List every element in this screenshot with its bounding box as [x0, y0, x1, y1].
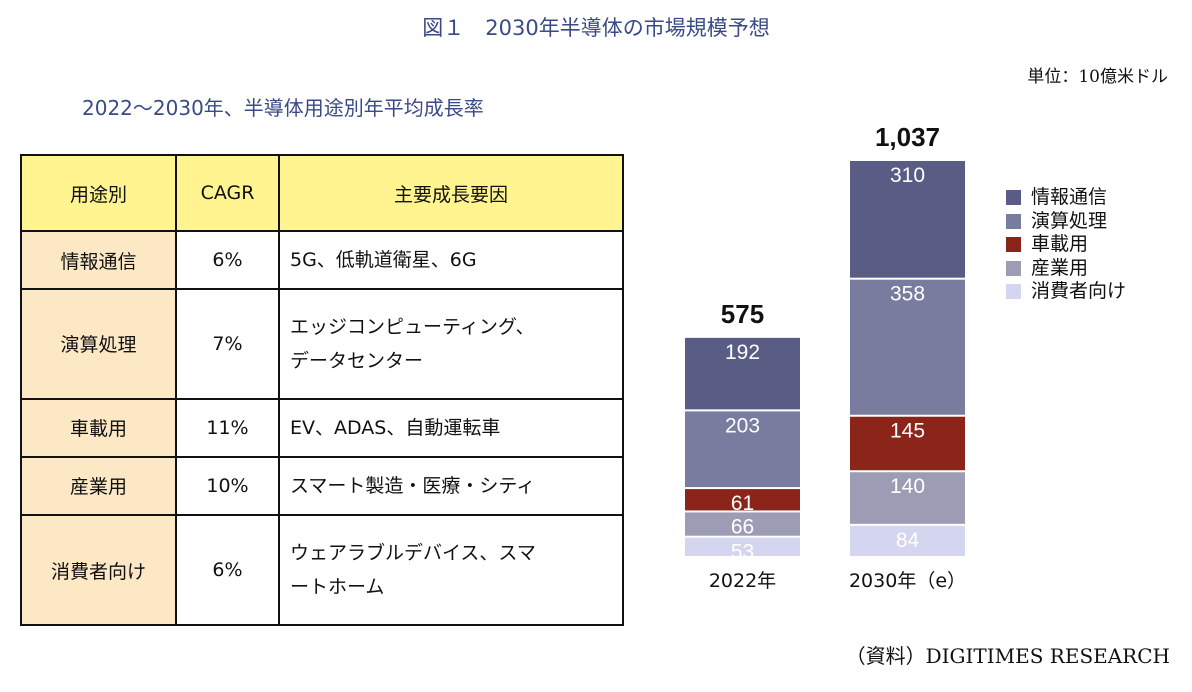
segment-value-label: 53: [731, 541, 754, 564]
figure-title: 図１ 2030年半導体の市場規模予想: [422, 16, 770, 40]
table-title: 2022〜2030年、半導体用途別年平均成長率: [82, 96, 484, 120]
segment-value-label: 61: [731, 492, 754, 515]
bar-segment: [850, 416, 965, 471]
legend-item: 産業用: [1006, 257, 1126, 281]
factor-line: EV、ADAS、自動運転車: [290, 416, 501, 439]
segment-value-label: 203: [725, 414, 760, 437]
legend-item: 演算処理: [1006, 210, 1126, 234]
legend-label: 車載用: [1031, 233, 1089, 255]
table-row: 演算処理 7% エッジコンピューティング、 データセンター: [20, 288, 624, 400]
table-row: 車載用 11% EV、ADAS、自動運転車: [20, 397, 624, 458]
source-note: （資料）DIGITIMES RESEARCH: [845, 644, 1170, 668]
factor-line: ートホーム: [290, 576, 385, 598]
factor-line: エッジコンピューティング、: [290, 315, 535, 338]
bar-segment: [850, 161, 965, 278]
cagr-cell: 11%: [175, 397, 280, 458]
chart-legend: 情報通信 演算処理 車載用 産業用 消費者向け: [1006, 186, 1126, 304]
legend-label: 情報通信: [1031, 186, 1108, 208]
factor-cell: EV、ADAS、自動運転車: [278, 397, 624, 458]
legend-label: 産業用: [1031, 256, 1089, 279]
legend-item: 車載用: [1006, 233, 1126, 257]
bar-segment: [685, 337, 800, 410]
segment-value-label: 145: [890, 420, 925, 443]
segment-value-label: 310: [890, 164, 925, 187]
segment-value-label: 66: [731, 515, 754, 538]
bar-segment: [685, 411, 800, 488]
table-row: 消費者向け 6% ウェアラブルデバイス、スマ ートホーム: [20, 514, 624, 626]
factor-cell: 5G、低軌道衛星、6G: [278, 229, 624, 291]
table-row: 情報通信 6% 5G、低軌道衛星、6G: [20, 229, 624, 291]
legend-item: 情報通信: [1006, 186, 1126, 210]
bar-segment: [850, 525, 965, 556]
legend-swatch: [1006, 260, 1021, 276]
bar-total-label: 575: [721, 299, 764, 329]
legend-swatch: [1006, 237, 1021, 253]
use-cell: 演算処理: [20, 288, 177, 400]
cagr-cell: 6%: [175, 514, 280, 626]
factor-cell: スマート製造・医療・シティ: [278, 455, 624, 517]
segment-value-label: 140: [890, 475, 925, 498]
bar-segment: [685, 512, 800, 536]
factor-line: ウェアラブルデバイス、スマ: [290, 542, 536, 564]
category-label: 2030年（e）: [849, 570, 966, 592]
bar-segment: [850, 279, 965, 415]
cagr-table: 用途別 CAGR 主要成長要因 情報通信 6% 5G、低軌道衛星、6G 演算処理…: [20, 154, 624, 626]
legend-swatch: [1006, 190, 1021, 206]
category-label: 2022年: [709, 570, 776, 592]
use-cell: 情報通信: [20, 229, 177, 291]
factor-cell: ウェアラブルデバイス、スマ ートホーム: [278, 514, 624, 626]
use-cell: 消費者向け: [20, 514, 177, 626]
table-header-row: 用途別 CAGR 主要成長要因: [20, 154, 624, 232]
use-cell: 車載用: [20, 397, 177, 458]
unit-label: 単位：10億米ドル: [1027, 67, 1168, 87]
legend-label: 演算処理: [1031, 209, 1108, 232]
legend-label: 消費者向け: [1031, 280, 1127, 302]
bar-total-label: 1,037: [875, 122, 940, 152]
cagr-cell: 6%: [175, 229, 280, 291]
factor-line: データセンター: [290, 349, 424, 372]
table-row: 産業用 10% スマート製造・医療・シティ: [20, 455, 624, 517]
use-cell: 産業用: [20, 455, 177, 517]
cagr-cell: 7%: [175, 288, 280, 400]
bar-segment: [685, 537, 800, 556]
legend-item: 消費者向け: [1006, 280, 1126, 304]
segment-value-label: 84: [896, 529, 920, 552]
legend-swatch: [1006, 284, 1021, 300]
factor-line: スマート製造・医療・シティ: [290, 474, 536, 497]
legend-swatch: [1006, 213, 1021, 229]
bar-segment: [685, 489, 800, 511]
factor-cell: エッジコンピューティング、 データセンター: [278, 288, 624, 400]
header-use: 用途別: [20, 154, 177, 232]
header-cagr: CAGR: [175, 154, 280, 232]
segment-value-label: 358: [890, 283, 925, 306]
factor-line: 5G、低軌道衛星、6G: [290, 249, 477, 271]
cagr-cell: 10%: [175, 455, 280, 517]
bar-segment: [850, 472, 965, 524]
header-factor: 主要成長要因: [278, 154, 624, 232]
segment-value-label: 192: [725, 341, 760, 364]
